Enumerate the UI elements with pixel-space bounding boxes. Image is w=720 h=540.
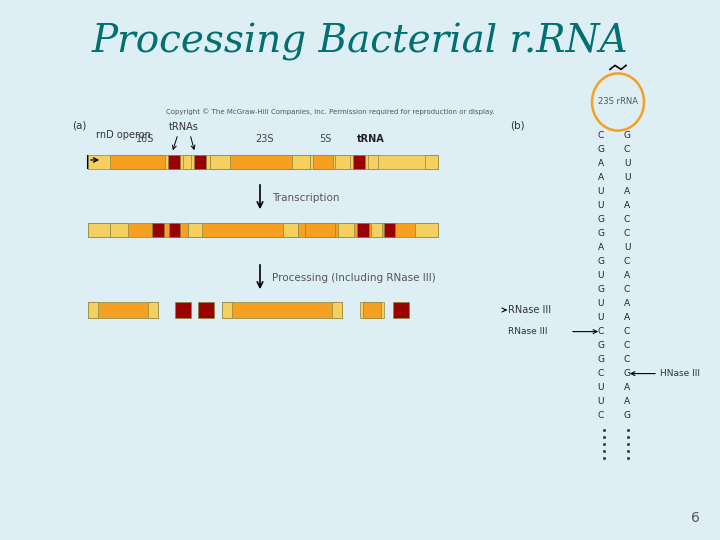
Text: G: G [597, 215, 604, 224]
Text: rnD operon: rnD operon [96, 130, 151, 140]
Text: Copyright © The McGraw-Hill Companies, Inc. Permission required for reproduction: Copyright © The McGraw-Hill Companies, I… [166, 109, 495, 116]
Text: C: C [624, 341, 630, 350]
Bar [283, 223, 298, 237]
Bar [363, 302, 381, 318]
Bar [188, 223, 202, 237]
Bar [357, 223, 369, 237]
Text: C: C [624, 145, 630, 154]
Bar [210, 155, 310, 169]
Text: C: C [598, 131, 604, 140]
Text: G: G [624, 369, 631, 378]
Text: U: U [598, 397, 604, 406]
Bar [88, 155, 438, 169]
Bar [368, 155, 378, 169]
Text: A: A [624, 313, 630, 322]
Text: A: A [624, 299, 630, 308]
Bar [384, 223, 395, 237]
Text: C: C [624, 327, 630, 336]
Text: U: U [598, 299, 604, 308]
Text: A: A [624, 397, 630, 406]
Text: tRNA: tRNA [357, 134, 384, 144]
Text: Processing (Including RNase III): Processing (Including RNase III) [272, 273, 436, 283]
Text: A: A [598, 159, 604, 168]
Text: G: G [624, 131, 631, 140]
Text: U: U [598, 383, 604, 392]
Text: A: A [624, 187, 630, 196]
Bar [425, 155, 438, 169]
Bar [88, 302, 98, 318]
Bar [183, 155, 191, 169]
Bar [168, 155, 180, 169]
Text: G: G [597, 257, 604, 266]
Text: 16S: 16S [136, 134, 154, 144]
Bar [371, 223, 382, 237]
Text: G: G [597, 145, 604, 154]
Bar [88, 223, 438, 237]
Text: G: G [597, 285, 604, 294]
Text: tRNAs: tRNAs [169, 122, 199, 132]
Text: U: U [598, 271, 604, 280]
Bar [88, 223, 110, 237]
Text: A: A [624, 271, 630, 280]
Bar [415, 223, 438, 237]
Bar [169, 223, 180, 237]
Bar [313, 155, 333, 169]
Text: U: U [624, 243, 631, 252]
Text: 5S: 5S [319, 134, 331, 144]
Bar [360, 302, 384, 318]
Text: C: C [624, 285, 630, 294]
Bar [332, 302, 342, 318]
Text: Transcription: Transcription [272, 193, 340, 203]
Bar [175, 302, 191, 318]
Text: G: G [597, 341, 604, 350]
Text: U: U [598, 201, 604, 210]
Bar [393, 302, 409, 318]
Bar [152, 223, 164, 237]
Text: U: U [624, 159, 631, 168]
Bar [198, 302, 214, 318]
Text: U: U [624, 173, 631, 182]
Bar [148, 302, 158, 318]
Bar [88, 302, 158, 318]
Bar [110, 155, 165, 169]
Bar [110, 223, 128, 237]
Text: 6: 6 [691, 511, 700, 525]
Text: RNase III: RNase III [508, 305, 551, 315]
Text: U: U [598, 187, 604, 196]
Text: HNase III: HNase III [660, 369, 700, 378]
Bar [353, 155, 365, 169]
Bar [305, 223, 335, 237]
Text: G: G [624, 411, 631, 420]
Text: 23S: 23S [256, 134, 274, 144]
Bar [335, 155, 350, 169]
Text: U: U [598, 313, 604, 322]
Text: A: A [598, 173, 604, 182]
Text: C: C [624, 229, 630, 238]
Text: (b): (b) [510, 120, 525, 130]
Bar [188, 223, 298, 237]
Bar [292, 155, 310, 169]
Text: (a): (a) [72, 120, 86, 130]
Bar [210, 155, 230, 169]
Bar [338, 223, 354, 237]
Text: A: A [624, 201, 630, 210]
Bar [222, 302, 232, 318]
Text: C: C [624, 355, 630, 364]
Text: RNase III: RNase III [508, 327, 547, 336]
Text: Processing Bacterial r.RNA: Processing Bacterial r.RNA [91, 23, 629, 61]
Text: C: C [598, 369, 604, 378]
Text: A: A [598, 243, 604, 252]
Text: G: G [597, 355, 604, 364]
Text: G: G [597, 229, 604, 238]
Bar [222, 302, 342, 318]
Text: A: A [624, 383, 630, 392]
Text: C: C [624, 257, 630, 266]
Text: C: C [598, 327, 604, 336]
Text: 23S rRNA: 23S rRNA [598, 98, 638, 106]
Text: C: C [624, 215, 630, 224]
Bar [194, 155, 206, 169]
Text: C: C [598, 411, 604, 420]
